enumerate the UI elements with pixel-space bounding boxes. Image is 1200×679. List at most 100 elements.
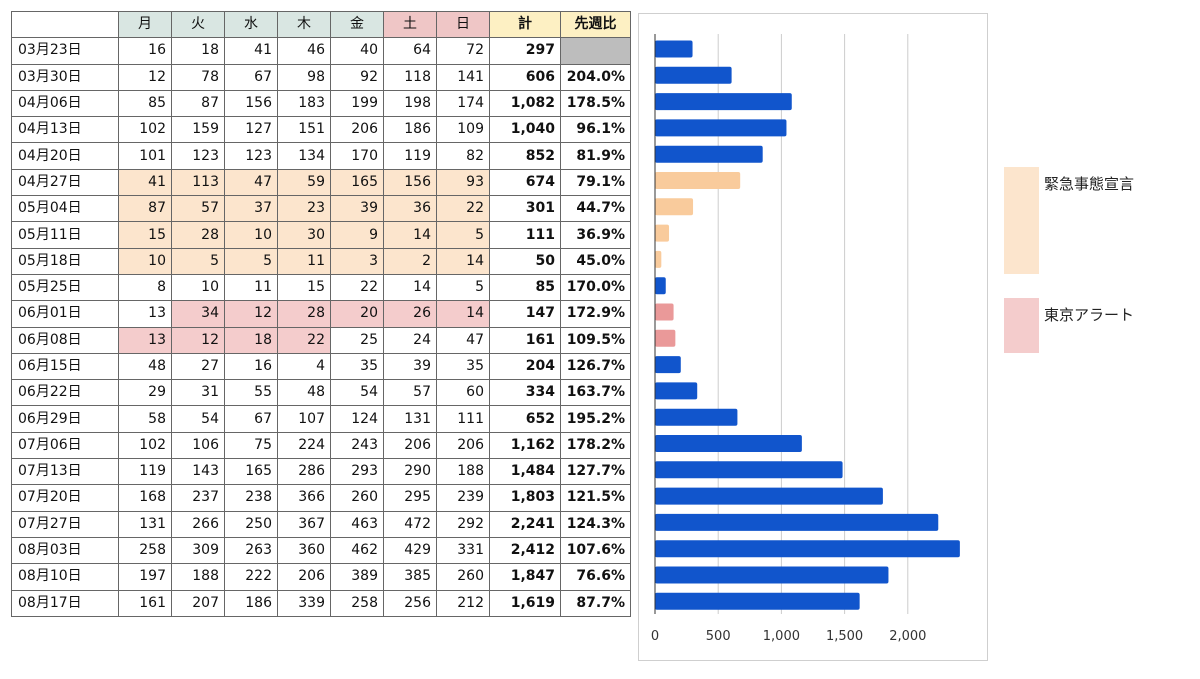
week-start-cell: 06月22日	[11, 379, 119, 407]
chart-bar	[655, 172, 741, 189]
header-corner	[11, 10, 119, 39]
week-start-cell: 04月13日	[11, 116, 119, 144]
chart-bar	[655, 198, 694, 216]
daily-count-cell: 385	[383, 563, 437, 591]
daily-count-cell: 199	[330, 89, 384, 118]
daily-count-cell: 87	[118, 195, 172, 223]
legend-label-emergency: 緊急事態宣言	[1044, 175, 1135, 193]
weekly-total-cell: 297	[489, 37, 561, 65]
weekly-total-cell: 111	[489, 221, 561, 249]
weekly-total-cell: 1,803	[489, 484, 561, 512]
daily-count-cell: 123	[224, 142, 278, 170]
header-sunday: 日	[436, 10, 490, 39]
daily-count-cell: 170	[330, 142, 384, 170]
daily-count-cell: 239	[436, 484, 490, 512]
legend-label-alert: 東京アラート	[1044, 306, 1135, 324]
chart-bar	[655, 487, 883, 505]
table-row: 05月18日 10 5 5 11 3 2 14 50 45.0%	[11, 247, 631, 275]
daily-count-cell: 206	[436, 431, 490, 460]
daily-count-cell: 295	[383, 484, 437, 512]
daily-count-cell: 12	[118, 63, 172, 91]
daily-count-cell: 3	[330, 247, 384, 275]
daily-count-cell: 14	[436, 247, 490, 275]
table-row: 06月01日 13 34 12 28 20 26 14 147 172.9%	[11, 300, 631, 328]
daily-count-cell: 47	[436, 326, 490, 354]
daily-count-cell: 27	[171, 352, 225, 381]
weekly-total-cell: 1,484	[489, 458, 561, 486]
daily-count-cell: 151	[277, 116, 331, 144]
week-ratio-cell: 79.1%	[560, 168, 631, 197]
week-start-cell: 05月18日	[11, 247, 119, 275]
chart-bar	[655, 592, 860, 610]
daily-count-cell: 28	[277, 300, 331, 328]
daily-count-cell: 309	[171, 536, 225, 565]
daily-count-cell: 24	[383, 326, 437, 354]
daily-count-cell: 258	[330, 589, 384, 617]
daily-count-cell: 64	[383, 37, 437, 65]
daily-count-cell: 85	[118, 89, 172, 118]
week-start-cell: 07月13日	[11, 458, 119, 486]
week-ratio-cell: 121.5%	[560, 484, 631, 512]
week-start-cell: 05月11日	[11, 221, 119, 249]
daily-count-cell: 266	[171, 510, 225, 538]
daily-count-cell: 174	[436, 89, 490, 118]
daily-count-cell: 186	[224, 589, 278, 617]
daily-count-cell: 260	[330, 484, 384, 512]
daily-count-cell: 238	[224, 484, 278, 512]
week-ratio-cell: 163.7%	[560, 379, 631, 407]
daily-count-cell: 5	[436, 221, 490, 249]
daily-count-cell: 256	[383, 589, 437, 617]
daily-count-cell: 82	[436, 142, 490, 170]
daily-count-cell: 123	[171, 142, 225, 170]
table-row: 04月27日 41 113 47 59 165 156 93 674 79.1%	[11, 168, 631, 197]
chart-bar	[655, 329, 676, 347]
daily-count-cell: 156	[224, 89, 278, 118]
daily-count-cell: 260	[436, 563, 490, 591]
daily-count-cell: 41	[224, 37, 278, 65]
daily-count-cell: 183	[277, 89, 331, 118]
daily-count-cell: 11	[224, 273, 278, 302]
daily-count-cell: 41	[118, 168, 172, 197]
week-ratio-cell: 124.3%	[560, 510, 631, 538]
weekly-total-cell: 147	[489, 300, 561, 328]
chart-bar	[655, 382, 698, 400]
weekly-total-cell: 161	[489, 326, 561, 354]
daily-count-cell: 22	[277, 326, 331, 354]
daily-count-cell: 39	[330, 195, 384, 223]
daily-count-cell: 10	[118, 247, 172, 275]
chart-bar	[655, 513, 939, 531]
week-start-cell: 03月23日	[11, 37, 119, 65]
table-row: 06月22日 29 31 55 48 54 57 60 334 163.7%	[11, 379, 631, 407]
daily-count-cell: 165	[330, 168, 384, 197]
daily-count-cell: 131	[118, 510, 172, 538]
daily-count-cell: 339	[277, 589, 331, 617]
daily-count-cell: 35	[436, 352, 490, 381]
table-row: 07月13日 119 143 165 286 293 290 188 1,484 127.7%	[11, 458, 631, 486]
weekly-total-cell: 2,412	[489, 536, 561, 565]
week-start-cell: 04月20日	[11, 142, 119, 170]
legend-swatch-alert	[1004, 298, 1039, 353]
daily-count-cell: 23	[277, 195, 331, 223]
daily-count-cell: 14	[383, 273, 437, 302]
daily-count-cell: 39	[383, 352, 437, 381]
week-ratio-cell: 127.7%	[560, 458, 631, 486]
daily-count-cell: 127	[224, 116, 278, 144]
daily-count-cell: 13	[118, 326, 172, 354]
header-total: 計	[489, 10, 561, 39]
daily-count-cell: 186	[383, 116, 437, 144]
week-start-cell: 08月17日	[11, 589, 119, 617]
table-row: 07月20日 168 237 238 366 260 295 239 1,803 121.5%	[11, 484, 631, 512]
header-week-ratio: 先週比	[560, 10, 631, 39]
week-start-cell: 04月06日	[11, 89, 119, 118]
daily-count-cell: 15	[118, 221, 172, 249]
daily-count-cell: 40	[330, 37, 384, 65]
daily-count-cell: 141	[436, 63, 490, 91]
chart-bar	[655, 66, 732, 84]
header-friday: 金	[330, 10, 384, 39]
daily-count-cell: 34	[171, 300, 225, 328]
week-start-cell: 07月06日	[11, 431, 119, 460]
table-body: 03月23日 16 18 41 46 40 64 72 297 03月30日 12 78 67 98 92 1…	[11, 37, 631, 617]
daily-count-cell: 111	[436, 405, 490, 433]
daily-count-cell: 29	[118, 379, 172, 407]
daily-count-cell: 292	[436, 510, 490, 538]
